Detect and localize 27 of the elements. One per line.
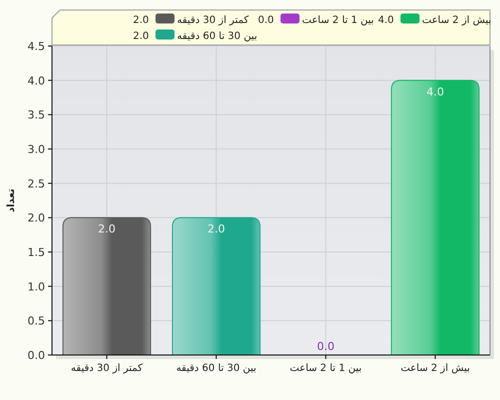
text: 0.0 (258, 15, 274, 26)
data-label: 2.0 (208, 222, 225, 236)
legend-label: بین 30 تا 60 دقیقه (177, 31, 258, 42)
y-tick-label: 3.5 (28, 108, 45, 122)
x-tick-label: بین 30 تا 60 دقیقه (176, 363, 256, 374)
text: 4.0 (378, 15, 394, 26)
legend-label: کمتر از 30 دقیقه (177, 15, 249, 26)
y-tick-label: 1.0 (28, 280, 45, 294)
y-tick-label: 0.5 (28, 314, 45, 328)
x-tick-label: بین 1 تا 2 ساعت (290, 363, 362, 374)
data-label: 4.0 (426, 85, 444, 98)
text: 2.0 (133, 15, 149, 26)
x-tick-label: کمتر از 30 دقیقه (70, 363, 143, 374)
y-tick-label: 2.5 (28, 177, 45, 190)
data-label: 2.0 (98, 222, 116, 236)
y-tick-label: 1.5 (28, 246, 45, 259)
y-tick-label: 4.0 (28, 74, 45, 88)
data-label: 0.0 (317, 340, 334, 353)
y-tick-label: 4.5 (28, 40, 45, 53)
text: 2.0 (133, 31, 149, 42)
y-tick-label: 3.0 (28, 143, 45, 156)
y-tick-label: 2.0 (28, 212, 45, 225)
legend-label: بیش از 2 ساعت (422, 15, 492, 26)
y-tick-label: 0.0 (28, 349, 45, 362)
x-tick-label: بیش از 2 ساعت (400, 363, 470, 374)
y-axis-title: تعداد (6, 188, 17, 212)
legend-label: بین 1 تا 2 ساعت (302, 15, 374, 26)
